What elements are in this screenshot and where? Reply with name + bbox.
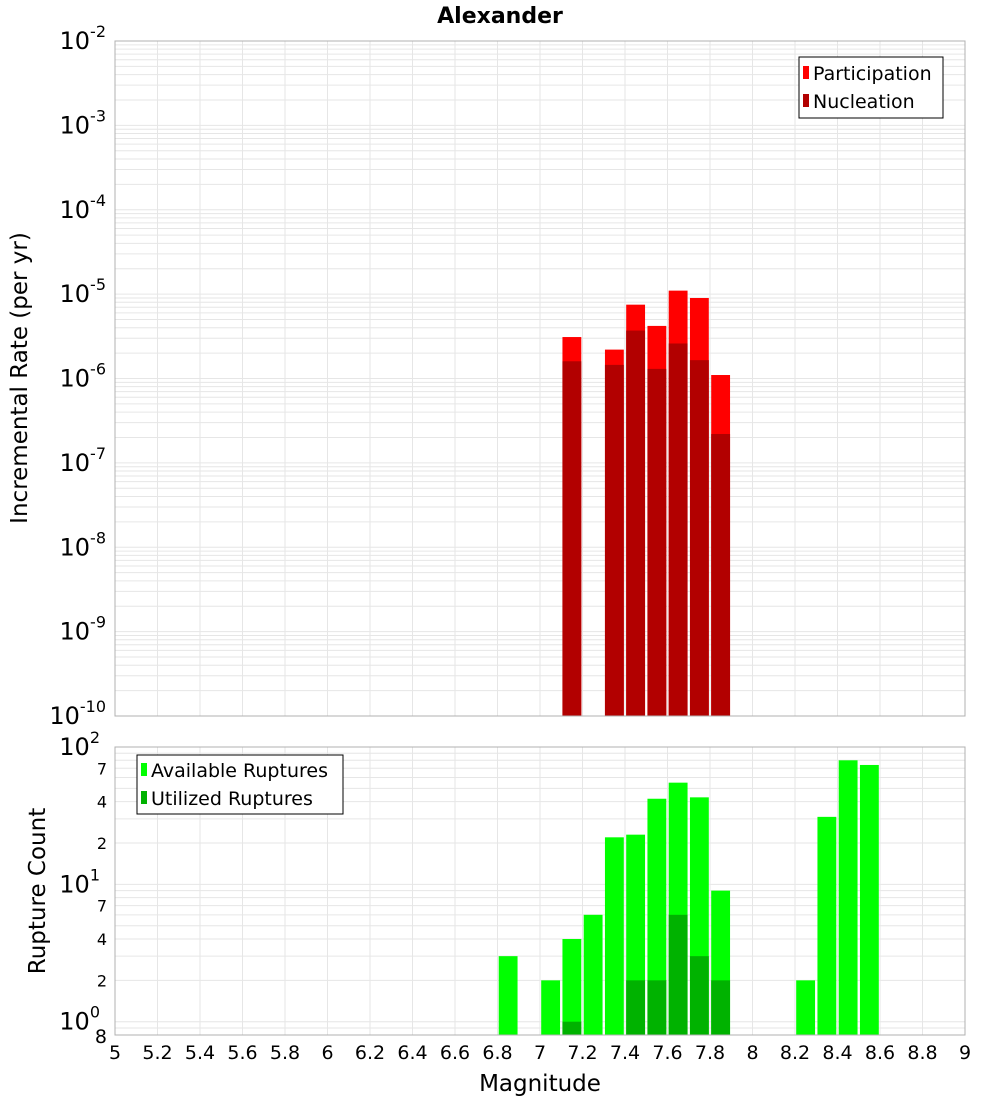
count-y-axis-label: Rupture Count [25, 808, 51, 974]
y-minor-tick-label: 8 [95, 1026, 107, 1048]
x-ticks: 5 5.2 5.4 5.6 5.8 6 6.2 6.4 6.6 6.8 7 7.2 7.4 7.6 7.8 8… [109, 1042, 971, 1064]
x-tick-label: 5 [109, 1042, 121, 1064]
x-tick-label: 7 [534, 1042, 546, 1064]
bar-utilized [668, 914, 688, 1035]
count-bars [498, 760, 879, 1035]
x-tick-label: 7.2 [567, 1042, 597, 1064]
y-minor-tick-label: 7 [97, 759, 107, 778]
x-tick-label: 6.8 [482, 1042, 512, 1064]
x-tick-label: 9 [959, 1042, 971, 1064]
bar-nucleation [711, 433, 731, 716]
count-y-ticks: 100 101 102 8 2 4 7 2 4 7 [59, 728, 107, 1048]
y-tick-label: 10-2 [60, 22, 107, 55]
bar-available [604, 837, 624, 1035]
x-tick-label: 5.4 [185, 1042, 215, 1064]
bar-available [838, 760, 858, 1035]
x-tick-label: 8.6 [865, 1042, 895, 1064]
bar-nucleation [689, 360, 709, 716]
y-minor-tick-label: 4 [97, 930, 107, 949]
x-tick-label: 8 [746, 1042, 758, 1064]
rate-legend: Participation Nucleation [798, 56, 944, 119]
x-tick-label: 7.8 [695, 1042, 725, 1064]
x-tick-label: 8.4 [822, 1042, 852, 1064]
count-plot-frame [114, 746, 966, 1036]
bar-available [796, 980, 816, 1035]
x-tick-label: 7.4 [610, 1042, 640, 1064]
x-tick-label: 8.2 [780, 1042, 810, 1064]
bar-available [498, 956, 518, 1035]
rate-y-ticks: 10-10 10-9 10-8 10-7 10-6 10-5 10-4 10-3 10-2 [49, 22, 106, 730]
bar-utilized [626, 980, 646, 1035]
bar-utilized [647, 980, 667, 1035]
x-axis-label: Magnitude [479, 1071, 601, 1097]
count-panel: 100 101 102 8 2 4 7 2 4 7 Rupture Count Available… [25, 728, 966, 1048]
bar-nucleation [626, 330, 646, 716]
legend-swatch-nucleation [803, 94, 809, 107]
bar-utilized [711, 980, 731, 1035]
rate-grid [114, 41, 966, 717]
y-minor-tick-label: 2 [97, 971, 107, 990]
rate-legend-box [798, 56, 944, 119]
legend-label-nucleation: Nucleation [813, 91, 915, 113]
y-tick-label: 102 [59, 728, 100, 761]
rate-y-axis-label: Incremental Rate (per yr) [7, 232, 33, 524]
x-tick-label: 5.6 [227, 1042, 257, 1064]
y-tick-label: 10-8 [60, 528, 107, 561]
y-minor-tick-label: 2 [97, 834, 107, 853]
bar-nucleation [604, 364, 624, 716]
x-tick-label: 5.2 [142, 1042, 172, 1064]
bar-available [562, 939, 582, 1035]
legend-swatch-participation [803, 66, 809, 79]
y-tick-label: 10-9 [60, 613, 107, 646]
y-tick-label: 101 [59, 865, 100, 898]
legend-label-participation: Participation [813, 63, 932, 85]
legend-swatch-available [141, 763, 147, 776]
legend-label-available: Available Ruptures [151, 760, 328, 782]
x-tick-label: 8.8 [907, 1042, 937, 1064]
x-tick-label: 6 [321, 1042, 333, 1064]
y-tick-label: 10-7 [60, 444, 107, 477]
x-tick-label: 6.2 [355, 1042, 385, 1064]
x-tick-label: 6.6 [440, 1042, 470, 1064]
y-minor-tick-label: 4 [97, 793, 107, 812]
y-tick-label: 10-4 [60, 191, 107, 224]
bar-nucleation [647, 368, 667, 716]
legend-label-utilized: Utilized Ruptures [151, 788, 313, 810]
bar-nucleation [562, 361, 582, 716]
bar-available [817, 816, 837, 1035]
x-tick-label: 5.8 [270, 1042, 300, 1064]
chart-title: Alexander [437, 4, 563, 29]
bar-available [583, 914, 603, 1035]
bar-nucleation [668, 343, 688, 716]
count-legend-box [136, 754, 344, 815]
y-tick-label: 10-10 [49, 697, 106, 730]
bar-available [541, 980, 561, 1035]
legend-swatch-utilized [141, 791, 147, 804]
count-legend: Available Ruptures Utilized Ruptures [136, 754, 344, 815]
bar-utilized [562, 1021, 582, 1035]
y-minor-tick-label: 7 [97, 897, 107, 916]
bar-available [647, 798, 667, 1035]
y-tick-label: 10-3 [60, 106, 107, 139]
bar-available [859, 764, 879, 1035]
rate-plot-frame [114, 40, 966, 717]
y-tick-label: 10-6 [60, 360, 107, 393]
rate-panel: 10-10 10-9 10-8 10-7 10-6 10-5 10-4 10-3 10-2 In… [7, 22, 966, 730]
x-tick-label: 7.6 [652, 1042, 682, 1064]
y-tick-label: 100 [59, 1003, 100, 1036]
y-tick-label: 10-5 [60, 275, 107, 308]
x-tick-label: 6.4 [397, 1042, 427, 1064]
rate-bars [562, 290, 731, 716]
bar-utilized [689, 956, 709, 1035]
